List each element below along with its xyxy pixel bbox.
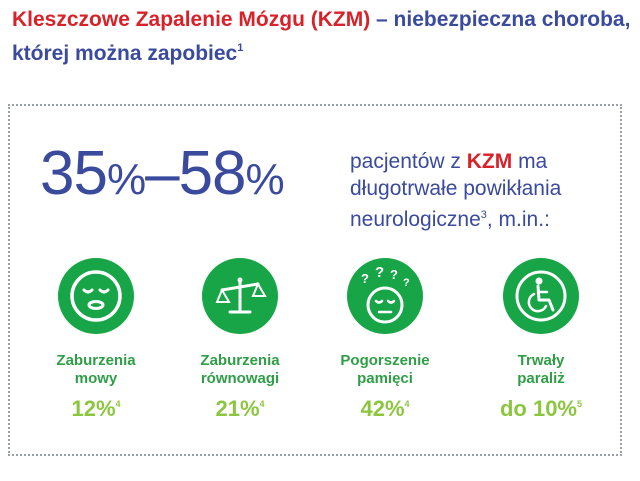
headline-rest: – niebezpieczna choroba, której można za…: [12, 8, 631, 65]
range-from-percent: %: [106, 155, 146, 204]
complication-value: 12%4: [71, 396, 121, 421]
range-dash: –: [145, 139, 179, 208]
complication-balance: Zaburzenia równowagi 21%4: [175, 258, 305, 423]
complication-speech: Zaburzenia mowy 12%4: [31, 258, 161, 423]
description-tail: , m.in.:: [486, 208, 550, 231]
complication-value: do 10%5: [499, 396, 583, 421]
range-to-value: 58: [178, 139, 247, 208]
description-post: ma długotrwałe powikłania neurologiczne: [350, 150, 562, 231]
complication-label: Zaburzenia mowy: [56, 352, 136, 387]
complications-description: pacjentów z KZM ma długotrwałe powikłani…: [350, 148, 620, 233]
complication-label: Zaburzenia równowagi: [200, 352, 280, 387]
dotted-frame: [8, 104, 622, 456]
confused-head-icon: ? ? ? ?: [347, 258, 423, 334]
headline-disease-name: Kleszczowe Zapalenie Mózgu (KZM): [12, 8, 371, 31]
svg-text:?: ?: [375, 264, 384, 281]
complication-value: 42%4: [360, 396, 410, 421]
balance-scale-icon: [202, 258, 278, 334]
speech-face-icon: [58, 258, 134, 334]
svg-text:?: ?: [403, 277, 410, 289]
description-reference: 3: [480, 209, 487, 221]
svg-text:?: ?: [390, 267, 398, 282]
range-to-percent: %: [245, 155, 285, 204]
percentage-range: 35%–58%: [40, 134, 285, 220]
complication-memory: ? ? ? ? Pogorszenie pamięci 42%4: [320, 258, 450, 423]
description-highlight: KZM: [466, 150, 513, 173]
svg-text:?: ?: [361, 271, 369, 286]
wheelchair-icon: [503, 258, 579, 334]
headline: Kleszczowe Zapalenie Mózgu (KZM) – niebe…: [12, 6, 632, 68]
range-from-value: 35: [40, 139, 108, 208]
complication-value: 21%4: [215, 396, 265, 421]
complication-label: Pogorszenie pamięci: [340, 352, 430, 387]
complication-paralysis: Trwały paraliż do 10%5: [476, 258, 606, 423]
description-pre: pacjentów z: [350, 150, 467, 173]
headline-reference: 1: [237, 42, 244, 54]
complication-label: Trwały paraliż: [517, 352, 565, 387]
